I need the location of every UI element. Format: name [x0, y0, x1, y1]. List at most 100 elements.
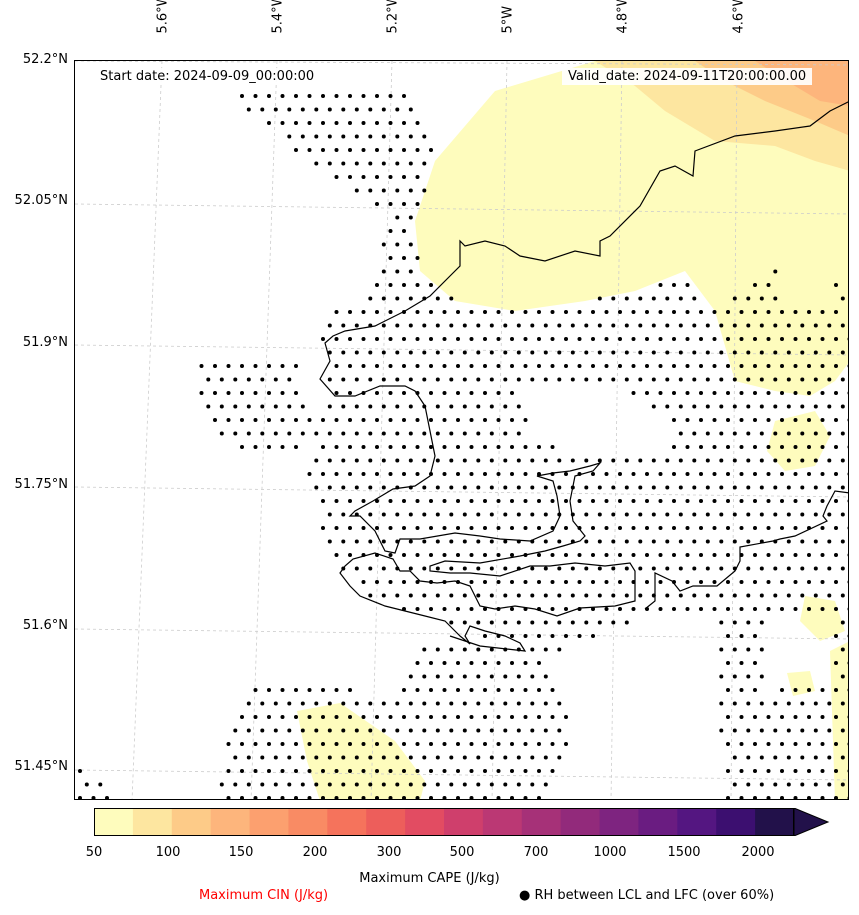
rh-dot	[840, 782, 845, 787]
rh-dot	[746, 755, 751, 760]
rh-dot	[834, 337, 838, 341]
rh-dot	[719, 728, 724, 733]
rh-dot	[476, 485, 481, 490]
rh-dot	[800, 323, 805, 328]
rh-dot	[557, 458, 562, 463]
rh-dot	[699, 391, 703, 395]
rh-dot	[800, 593, 805, 598]
rh-dot	[780, 688, 784, 692]
rh-dot	[840, 296, 845, 301]
rh-dot	[206, 377, 211, 382]
rh-dot	[334, 688, 339, 692]
rh-dot	[793, 499, 798, 503]
rh-dot	[503, 593, 508, 598]
rh-dot	[665, 377, 670, 382]
rh-dot	[705, 431, 710, 436]
rh-dot	[800, 728, 805, 733]
rh-dot	[813, 404, 818, 409]
rh-dot	[341, 350, 346, 355]
map-canvas[interactable]	[74, 60, 849, 800]
rh-dot	[368, 755, 373, 760]
rh-dot	[753, 580, 757, 584]
rh-dot	[496, 688, 501, 692]
rh-dot	[334, 418, 339, 422]
rh-dot	[273, 431, 278, 436]
rh-dot	[746, 539, 751, 544]
rh-dot	[570, 377, 575, 382]
rh-dot	[219, 377, 224, 382]
rh-dot	[800, 485, 805, 490]
rh-dot	[834, 283, 838, 287]
rh-dot	[341, 539, 346, 544]
rh-dot	[314, 161, 319, 166]
rh-dot	[726, 796, 730, 799]
rh-dot	[456, 499, 460, 503]
rh-dot	[496, 364, 501, 368]
rh-dot	[503, 485, 508, 490]
rh-dot	[476, 674, 481, 679]
rh-dot	[584, 323, 589, 328]
rh-dot	[591, 553, 595, 557]
rh-dot	[348, 526, 352, 530]
rh-dot	[645, 472, 649, 476]
rh-dot	[300, 431, 305, 436]
rh-dot	[800, 458, 805, 463]
rh-dot	[402, 580, 406, 584]
rh-dot	[766, 445, 771, 449]
rh-dot	[732, 377, 737, 382]
rh-dot	[375, 121, 379, 125]
rh-dot	[415, 445, 420, 449]
rh-dot	[604, 472, 609, 476]
rh-dot	[780, 445, 784, 449]
rh-dot	[240, 94, 244, 98]
rh-dot	[327, 350, 332, 355]
rh-dot	[294, 445, 298, 449]
rh-dot	[469, 553, 474, 557]
rh-dot	[807, 499, 811, 503]
rh-dot	[408, 215, 413, 220]
lon-label: 5.6°W	[155, 0, 171, 34]
rh-dot	[705, 323, 710, 328]
rh-dot	[307, 796, 312, 799]
rh-dot	[388, 310, 393, 314]
rh-dot	[834, 553, 838, 557]
rh-dot	[334, 526, 339, 530]
rh-dot	[537, 769, 541, 773]
rh-dot	[746, 431, 751, 436]
rh-dot	[732, 539, 737, 544]
rh-dot	[813, 431, 818, 436]
rh-dot	[840, 539, 845, 544]
rh-dot	[523, 472, 528, 476]
rh-dot	[462, 674, 467, 679]
colorbar-segment	[444, 808, 484, 836]
rh-dot	[739, 499, 744, 503]
rh-dot	[442, 742, 447, 746]
rh-dot	[834, 418, 838, 422]
rh-dot	[395, 107, 400, 112]
rh-dot	[732, 512, 737, 517]
rh-dot	[388, 715, 393, 719]
rh-dot	[699, 553, 703, 557]
rh-dot	[618, 553, 622, 557]
rh-dot	[375, 499, 379, 503]
rh-dot	[381, 404, 386, 409]
coastline	[319, 101, 848, 652]
rh-dot	[429, 607, 433, 611]
rh-dot	[739, 337, 744, 341]
rh-dot	[314, 728, 319, 733]
rh-dot	[327, 485, 332, 490]
rh-dot	[84, 782, 89, 787]
colorbar-tick: 700	[523, 845, 549, 860]
rh-dot	[773, 512, 778, 517]
rh-dot	[489, 593, 494, 598]
rh-dot	[537, 715, 541, 719]
rh-dot	[638, 296, 643, 301]
rh-dot	[523, 580, 528, 584]
rh-dot	[489, 431, 494, 436]
rh-dot	[510, 661, 514, 665]
rh-dot	[267, 364, 271, 368]
rh-dot	[840, 404, 845, 409]
rh-dot	[294, 742, 298, 746]
rh-dot	[489, 728, 494, 733]
rh-dot	[820, 742, 825, 746]
